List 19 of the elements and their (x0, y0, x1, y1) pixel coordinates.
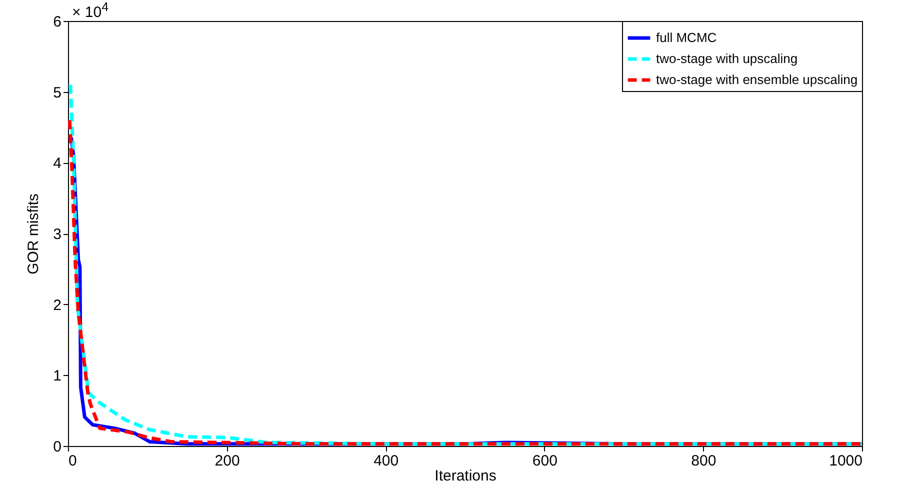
legend-label: two-stage with upscaling (656, 51, 798, 66)
x-tick-label: 0 (68, 452, 77, 470)
x-tick-label: 800 (691, 452, 716, 470)
x-axis-title: Iterations (434, 468, 496, 484)
text: × 10$^{4}$ (72, 0, 109, 21)
x-tick-label: 600 (532, 452, 558, 470)
y-tick-label: 0 (53, 438, 62, 456)
x-tick-label: 400 (374, 452, 399, 470)
y-axis-title: GOR misfits (25, 194, 42, 274)
legend-label: full MCMC (656, 30, 717, 45)
y-tick-label: 3 (53, 226, 62, 243)
x-tick-label: 200 (214, 452, 240, 470)
y-tick-label: 4 (53, 155, 62, 172)
legend-label: two-stage with ensemble upscaling (656, 72, 858, 87)
y-tick-label: 1 (53, 368, 62, 385)
x-tick-label: 1000 (829, 452, 862, 470)
y-tick-label: 2 (53, 296, 62, 314)
y-tick-label: 6 (53, 14, 62, 30)
y-tick-label: 5 (53, 84, 62, 102)
